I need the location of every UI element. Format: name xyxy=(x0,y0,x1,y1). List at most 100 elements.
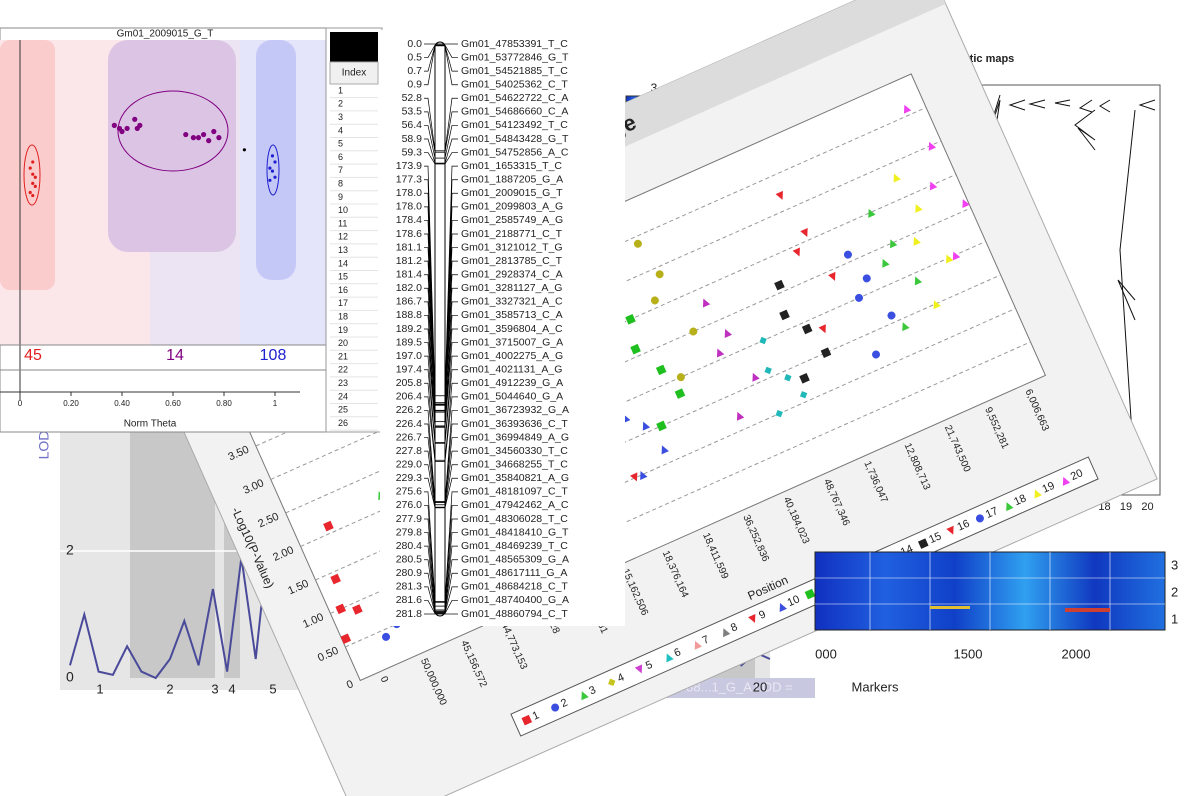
data-point xyxy=(724,329,733,338)
connector xyxy=(424,559,436,612)
data-point xyxy=(759,336,767,345)
data-point xyxy=(929,181,938,191)
marker-name: Gm01_48740400_G_A xyxy=(461,594,569,606)
connector xyxy=(424,477,436,508)
locus-position: 178.4 xyxy=(396,214,422,226)
row-index: 12 xyxy=(338,232,348,242)
data-point xyxy=(801,323,813,335)
connector xyxy=(424,545,436,612)
locus-position: 280.9 xyxy=(396,567,422,579)
sample-point xyxy=(31,181,35,185)
marker-name: Gm01_4912239_G_A xyxy=(461,377,563,389)
marker-name: Gm01_47942462_A_C xyxy=(461,499,569,511)
data-point xyxy=(779,309,790,321)
locus-position: 56.4 xyxy=(402,119,423,131)
marker-map-panel: 0.0 Gm01_47853391_T_C 0.5 Gm01_53772846_G_T… xyxy=(380,30,625,626)
marker-name: Gm01_54025362_C_T xyxy=(461,78,568,90)
connector xyxy=(424,491,436,602)
table-bg xyxy=(325,27,383,433)
data-point xyxy=(913,236,921,246)
sample-point xyxy=(268,178,272,182)
marker-name: Gm01_2009015_G_T xyxy=(461,187,563,199)
legend-swatch xyxy=(748,614,756,623)
locus-position: 227.8 xyxy=(396,445,422,457)
locus-position: 276.0 xyxy=(396,499,422,511)
index-table: Index 1234567891011121314151617181920212… xyxy=(325,27,383,433)
y-tick-label: 2 xyxy=(66,542,74,558)
connector xyxy=(424,328,436,427)
data-point xyxy=(330,573,341,585)
connector xyxy=(424,45,436,86)
data-point xyxy=(655,270,664,279)
row-index: 16 xyxy=(338,285,348,295)
marker-name: Gm01_54521885_T_C xyxy=(461,65,568,77)
marker-name: Gm01_36723932_G_A xyxy=(461,404,569,416)
data-point xyxy=(775,190,783,200)
legend-label: 15 xyxy=(927,530,943,546)
row-index: 4 xyxy=(338,125,343,135)
connector xyxy=(444,328,458,427)
locus-position: 186.7 xyxy=(396,296,422,308)
sample-point xyxy=(33,175,37,179)
connector xyxy=(424,138,436,164)
connector xyxy=(444,301,458,422)
connector xyxy=(444,97,458,151)
data-point xyxy=(625,314,636,325)
connector xyxy=(444,44,458,58)
data-point xyxy=(952,251,961,261)
marker-name: Gm01_2188771_C_T xyxy=(461,228,563,240)
locus-position: 59.3 xyxy=(402,146,423,158)
connector xyxy=(424,410,436,502)
connector xyxy=(444,287,458,413)
marker-name: Gm01_35840821_A_G xyxy=(461,472,569,484)
connector xyxy=(444,450,458,505)
marker-name: Gm01_48684218_C_T xyxy=(461,581,568,593)
region-ab xyxy=(108,40,236,252)
genotype-count: 14 xyxy=(166,347,184,364)
connector xyxy=(424,125,436,159)
x-axis-label: Markers xyxy=(852,679,899,694)
data-point xyxy=(689,327,698,336)
locus-position: 281.3 xyxy=(396,581,422,593)
heat-highlight xyxy=(930,606,970,609)
x-tick-label: 0 xyxy=(18,399,23,408)
locus-position: 281.6 xyxy=(396,594,422,606)
marker-name: Gm01_4021131_A_G xyxy=(461,363,562,375)
data-point xyxy=(784,374,792,382)
connector xyxy=(444,45,458,86)
data-point xyxy=(868,208,876,218)
data-point xyxy=(792,247,800,257)
legend-swatch xyxy=(1034,489,1042,499)
sample-point xyxy=(132,116,138,122)
connector xyxy=(424,44,436,58)
locus-position: 205.8 xyxy=(396,377,422,389)
connector xyxy=(444,464,458,508)
locus-position: 0.7 xyxy=(407,65,422,77)
data-point xyxy=(716,348,725,358)
x-tick-label: 0.20 xyxy=(63,399,79,408)
data-point xyxy=(890,239,898,249)
x-tick-label: 19 xyxy=(1120,501,1132,513)
legend-swatch xyxy=(804,588,816,600)
legend-label: 2 xyxy=(559,697,569,710)
data-point xyxy=(903,104,912,114)
x-tick-label: 1 xyxy=(273,399,278,408)
region-aa-core xyxy=(0,40,55,290)
grid-line xyxy=(345,341,1031,648)
connector xyxy=(444,423,458,502)
row-index: 3 xyxy=(338,112,343,122)
connector xyxy=(444,315,458,426)
data-point xyxy=(774,279,785,291)
connector xyxy=(424,315,436,426)
marker-name: Gm01_48306028_T_C xyxy=(461,513,568,525)
x-tick-label: 1 xyxy=(96,681,103,696)
sample-point xyxy=(31,160,35,164)
connector xyxy=(444,45,458,72)
marker-name: Gm01_2585749_A_G xyxy=(461,214,563,226)
locus-position: 181.1 xyxy=(396,241,422,253)
data-point xyxy=(640,471,648,480)
legend-label: 16 xyxy=(956,518,972,534)
locus-position: 53.5 xyxy=(402,106,423,118)
x-tick-label: 3 xyxy=(211,681,218,696)
